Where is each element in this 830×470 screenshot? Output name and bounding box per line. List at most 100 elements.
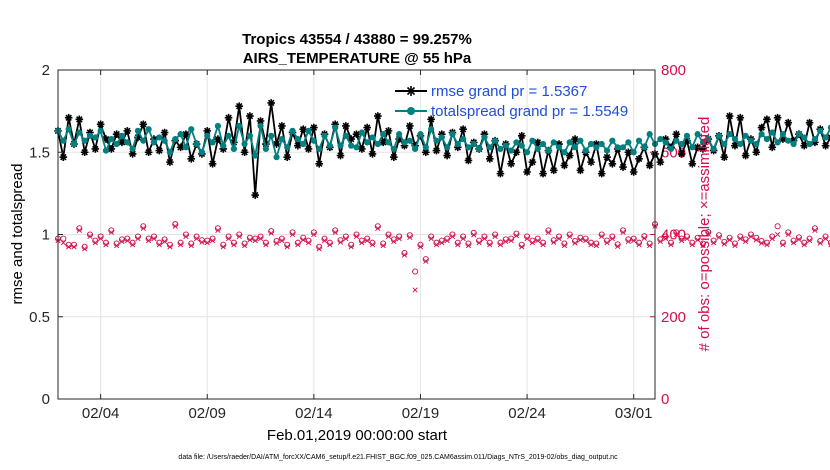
- obs-assimilated-point: [465, 242, 472, 249]
- obs-assimilated-point: [140, 225, 146, 231]
- obs-assimilated-point: [572, 240, 578, 246]
- rmse-point: [789, 136, 798, 145]
- rmse-point: [384, 127, 393, 135]
- spread-point: [145, 126, 152, 133]
- rmse-point: [262, 140, 270, 148]
- rmse-point: [112, 130, 121, 138]
- spread-point: [827, 124, 830, 131]
- obs-assimilated-point: [161, 238, 168, 245]
- spread-point: [582, 147, 589, 154]
- spread-point: [598, 140, 605, 148]
- obs-assimilated-point: [551, 239, 557, 245]
- rmse-point: [720, 153, 729, 161]
- spread-point: [699, 139, 707, 146]
- obs-assimilated-point: [359, 240, 365, 246]
- spread-point: [129, 145, 136, 153]
- rmse-point: [672, 130, 681, 138]
- spread-point: [252, 152, 259, 159]
- rmse-point: [235, 102, 244, 110]
- obs-assimilated-point: [684, 235, 690, 242]
- rmse-point: [619, 163, 627, 171]
- obs-assimilated-point: [98, 235, 104, 242]
- y-axis-label: rmse and totalspread: [9, 164, 26, 305]
- obs-assimilated-point: [412, 287, 418, 293]
- rmse-point: [555, 140, 563, 148]
- spread-point: [326, 142, 333, 149]
- y-right-tick-label: 0: [661, 391, 669, 408]
- spread-point: [76, 129, 83, 136]
- obs-assimilated-point: [769, 235, 775, 242]
- obs-assimilated-point: [716, 234, 722, 240]
- rmse-point: [230, 138, 238, 147]
- spread-point: [550, 139, 557, 146]
- rmse-point: [283, 153, 292, 161]
- obs-assimilated-point: [679, 238, 685, 244]
- spread-point: [561, 149, 568, 156]
- obs-assimilated-point: [273, 240, 280, 246]
- obs-assimilated-point: [130, 242, 136, 248]
- obs-assimilated-point: [215, 227, 221, 234]
- spread-point: [102, 147, 110, 154]
- obs-assimilated-point: [87, 233, 93, 240]
- spread-point: [715, 132, 723, 139]
- obs-assimilated-point: [433, 242, 440, 248]
- obs-assimilated-point: [796, 236, 802, 243]
- spread-point: [726, 131, 733, 138]
- legend-spread-label: totalspread grand pr = 1.5549: [431, 103, 628, 120]
- rmse-point: [411, 141, 419, 150]
- obs-assimilated-point: [114, 242, 120, 249]
- obs-assimilated-point: [209, 238, 216, 244]
- obs-assimilated-point: [401, 252, 408, 258]
- rmse-point: [294, 141, 302, 150]
- spread-point: [294, 135, 301, 143]
- rmse-point: [336, 151, 345, 160]
- spread-point: [571, 144, 579, 151]
- spread-point: [593, 144, 600, 151]
- rmse-point: [811, 138, 819, 147]
- rmse-point: [629, 168, 638, 176]
- spread-point: [801, 134, 808, 141]
- obs-assimilated-point: [599, 233, 605, 240]
- spread-point: [60, 137, 67, 144]
- rmse-point: [363, 123, 371, 132]
- y-right-axis-label: # of obs: o=possible; ×=assimilated: [696, 117, 713, 352]
- obs-assimilated-point: [193, 235, 200, 242]
- obs-assimilated-point: [657, 238, 663, 245]
- spread-point: [305, 127, 312, 134]
- rmse-point: [96, 120, 105, 129]
- obs-assimilated-point: [615, 243, 621, 250]
- rmse-point: [779, 135, 787, 143]
- obs-assimilated-point: [631, 238, 637, 244]
- obs-assimilated-point: [199, 239, 205, 245]
- chart-title: Tropics 43554 / 43880 = 99.257%: [242, 31, 472, 48]
- spread-point: [289, 127, 296, 134]
- obs-assimilated-point: [577, 237, 583, 243]
- rmse-point: [75, 115, 84, 124]
- spread-point: [177, 131, 184, 138]
- spread-point: [257, 122, 264, 130]
- rmse-point: [773, 113, 782, 122]
- spread-point: [587, 140, 595, 148]
- spread-point: [156, 134, 163, 141]
- spread-point: [444, 144, 451, 151]
- obs-assimilated-point: [556, 235, 562, 242]
- obs-assimilated-point: [588, 242, 594, 248]
- obs-assimilated-point: [225, 235, 232, 242]
- rmse-point: [731, 141, 739, 150]
- obs-possible-point: [412, 268, 419, 275]
- x-tick-label: 02/04: [82, 405, 120, 422]
- spread-point: [603, 147, 611, 154]
- spread-point: [300, 140, 307, 148]
- spread-point: [246, 132, 253, 139]
- rmse-point: [315, 159, 323, 168]
- legend-spread-marker: [407, 107, 415, 115]
- obs-assimilated-point: [252, 238, 258, 244]
- obs-assimilated-point: [444, 238, 450, 244]
- obs-layer: [54, 221, 830, 293]
- spread-point: [705, 135, 712, 143]
- spread-point: [438, 134, 445, 141]
- rmse-point: [219, 145, 228, 153]
- spread-point: [108, 135, 115, 143]
- obs-assimilated-point: [167, 244, 173, 250]
- rmse-point: [347, 135, 355, 143]
